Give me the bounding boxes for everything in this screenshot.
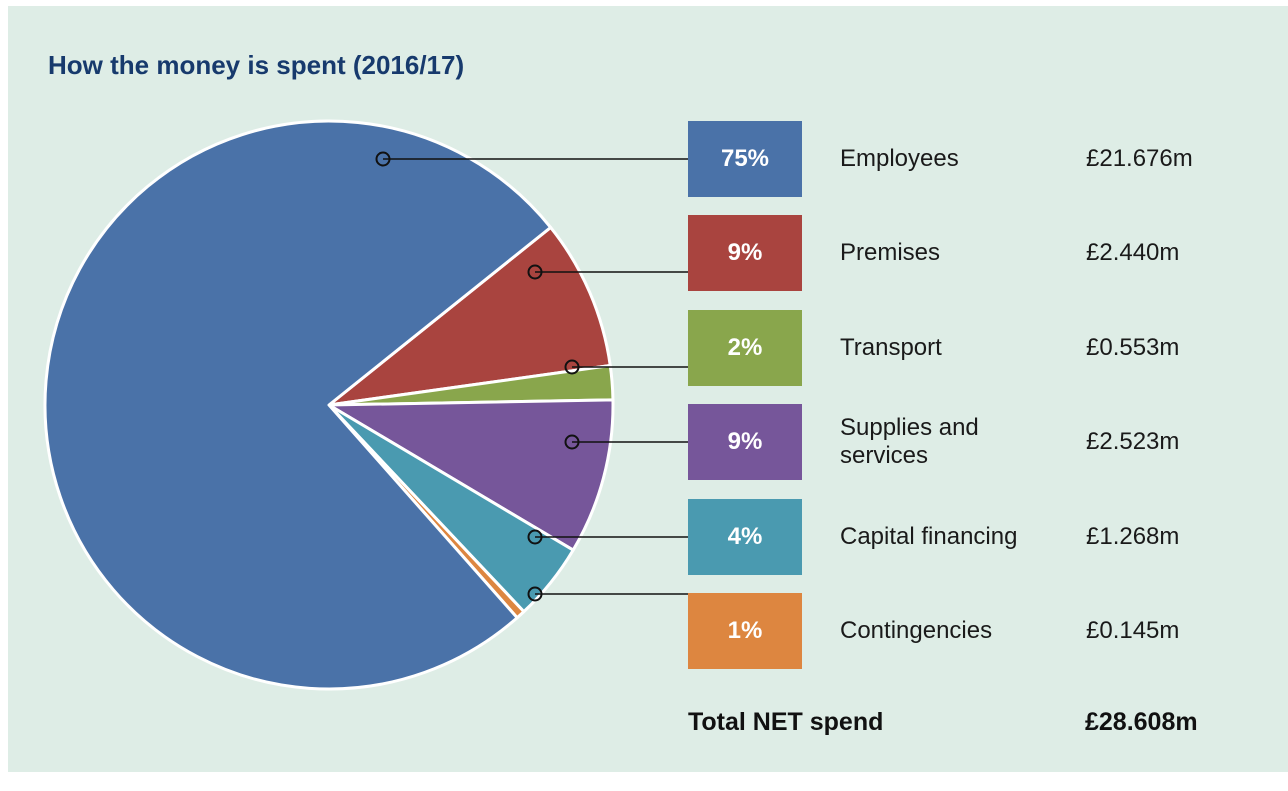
legend-amount: £1.268m: [1086, 523, 1180, 550]
legend-amount: £2.523m: [1086, 428, 1180, 455]
leader-marker: [527, 586, 543, 602]
percent-badge: 75%: [688, 121, 802, 197]
leader-marker: [527, 529, 543, 545]
leader-marker: [375, 151, 391, 167]
legend-label: Contingencies: [840, 617, 993, 644]
percent-badge: 1%: [688, 593, 802, 669]
legend-amount: £0.145m: [1086, 617, 1180, 644]
legend-label: Capital financing: [840, 523, 1018, 550]
pie-slice-supplies-and-services: [327, 398, 615, 552]
legend-amount: £21.676m: [1086, 145, 1193, 172]
percent-badge: 2%: [688, 310, 802, 386]
legend-amount: £2.440m: [1086, 239, 1180, 266]
percent-badge: 9%: [688, 404, 802, 480]
leader-marker: [564, 434, 580, 450]
legend-amount: £0.553m: [1086, 334, 1180, 361]
pie-slice-employees: [43, 119, 553, 691]
leader-marker: [564, 359, 580, 375]
legend-label: Premises: [840, 239, 941, 266]
legend-label: Transport: [840, 334, 942, 361]
leader-marker: [527, 264, 543, 280]
total-label: Total NET spend: [688, 708, 884, 736]
chart-title: How the money is spent (2016/17): [48, 50, 465, 80]
total-amount: £28.608m: [1085, 708, 1198, 736]
legend-label: Supplies and services: [840, 414, 979, 469]
percent-badge: 4%: [688, 499, 802, 575]
percent-badge: 9%: [688, 215, 802, 291]
legend-label: Employees: [840, 145, 959, 172]
